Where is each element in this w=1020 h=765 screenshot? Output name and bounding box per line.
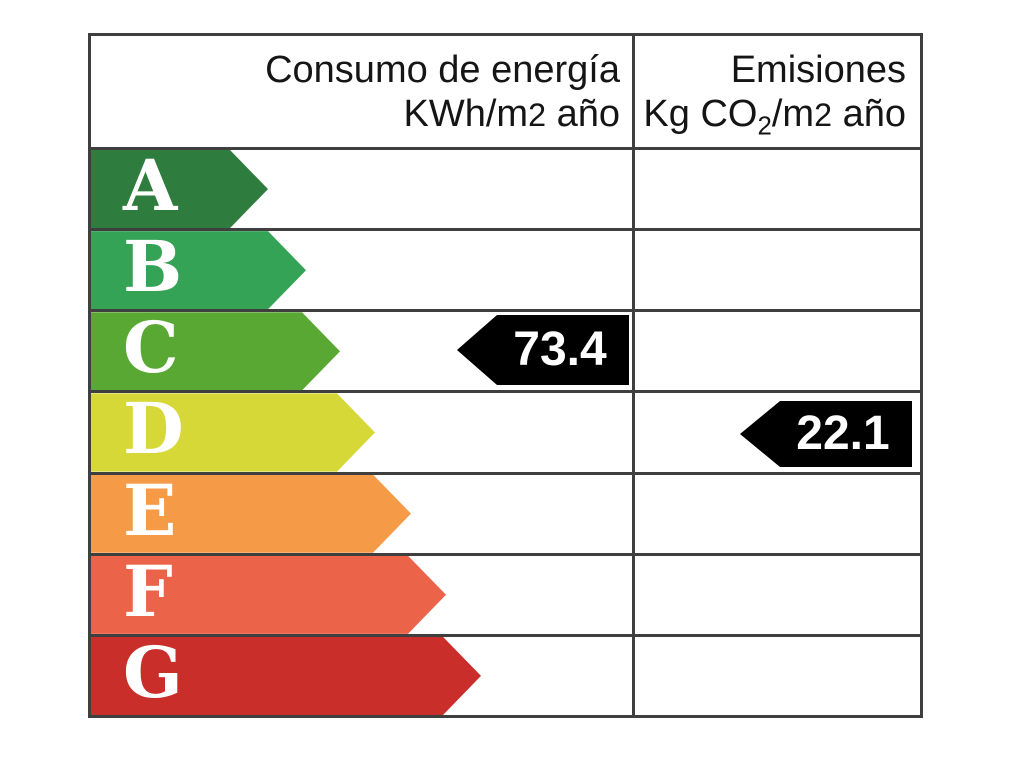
rating-letter-c: C bbox=[123, 306, 179, 390]
emissions-unit-exponent: 2 bbox=[814, 97, 833, 133]
rating-row-e: E bbox=[91, 471, 920, 553]
rating-letter-e: E bbox=[123, 468, 177, 552]
rating-letter-g: G bbox=[123, 630, 183, 714]
rating-row-f: F bbox=[91, 552, 920, 634]
consumption-header: Consumo de energía KWh/m2 año bbox=[91, 36, 632, 147]
rating-row-d: D bbox=[91, 390, 920, 471]
rating-row-a: A bbox=[91, 150, 920, 228]
rating-band-g: G bbox=[91, 637, 481, 715]
rating-band-d: D bbox=[91, 393, 375, 471]
rating-band-a: A bbox=[91, 150, 268, 228]
emissions-unit: Kg CO2/m2 año bbox=[632, 92, 906, 140]
rating-band-c: C bbox=[91, 312, 340, 390]
emissions-unit-subscript: 2 bbox=[757, 112, 772, 141]
rating-letter-f: F bbox=[123, 549, 173, 633]
emissions-unit-prefix: Kg CO bbox=[643, 93, 758, 135]
emissions-title: Emisiones bbox=[730, 49, 906, 91]
consumption-unit-prefix: KWh/m bbox=[403, 93, 529, 135]
consumption-indicator-arrow: 73.4 bbox=[457, 315, 629, 385]
column-divider bbox=[632, 36, 635, 715]
rating-table: Consumo de energía KWh/m2 año Emisiones … bbox=[88, 33, 923, 718]
emissions-value: 22.1 bbox=[796, 407, 890, 460]
rating-band-e: E bbox=[91, 475, 411, 553]
emissions-header: Emisiones Kg CO2/m2 año bbox=[632, 36, 920, 147]
consumption-value: 73.4 bbox=[513, 323, 607, 376]
rating-band-f: F bbox=[91, 556, 446, 634]
emissions-indicator-arrow: 22.1 bbox=[740, 401, 912, 467]
table-header: Consumo de energía KWh/m2 año Emisiones … bbox=[91, 36, 920, 150]
rating-row-g: G bbox=[91, 633, 920, 715]
rating-rows: A B C D E bbox=[91, 150, 920, 715]
rating-letter-d: D bbox=[123, 387, 184, 471]
rating-band-b: B bbox=[91, 231, 306, 309]
rating-letter-a: A bbox=[123, 144, 178, 228]
rating-row-b: B bbox=[91, 228, 920, 309]
rating-row-c: C bbox=[91, 309, 920, 390]
emissions-unit-mid: /m bbox=[771, 93, 815, 135]
consumption-unit-suffix: año bbox=[546, 93, 620, 135]
consumption-unit-exponent: 2 bbox=[528, 97, 547, 133]
consumption-title: Consumo de energía bbox=[265, 49, 620, 91]
consumption-unit: KWh/m2 año bbox=[91, 92, 621, 137]
emissions-unit-suffix: año bbox=[832, 93, 906, 135]
rating-letter-b: B bbox=[123, 225, 183, 309]
